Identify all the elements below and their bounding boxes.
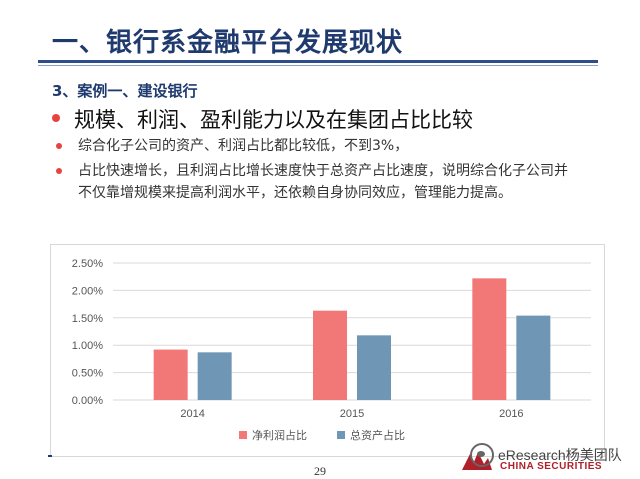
title-divider bbox=[38, 60, 598, 63]
bar-2015-0 bbox=[313, 310, 347, 400]
main-bullet: 规模、利润、盈利能力以及在集团占比比较 bbox=[52, 104, 473, 134]
y-tick-label: 2.50% bbox=[72, 258, 103, 270]
y-tick-label: 0.50% bbox=[72, 368, 103, 380]
main-bullet-text: 规模、利润、盈利能力以及在集团占比比较 bbox=[74, 108, 473, 132]
x-tick-label: 2016 bbox=[499, 408, 523, 420]
y-tick-label: 1.50% bbox=[72, 313, 103, 325]
watermark-text: eResearch杨美团队 bbox=[498, 447, 622, 463]
bullet-item: 占比快速增长，且利润占比增长速度快于总资产占比速度，说明综合化子公司并不仅靠增规… bbox=[56, 160, 578, 204]
slide-title: 一、银行系金融平台发展现状 bbox=[52, 28, 404, 58]
chart-frame: 0.00% 0.50% 1.00% 1.50% 2.00% 2.50% 2014 2015 20… bbox=[50, 244, 605, 457]
watermark: eResearch杨美团队 bbox=[470, 440, 622, 470]
bar-2015-1 bbox=[357, 335, 391, 400]
y-tick-label: 0.00% bbox=[72, 395, 103, 407]
bullet-text: 综合化子公司的资产、利润占比都比较低，不到3%， bbox=[78, 138, 409, 154]
title-bar bbox=[0, 0, 640, 60]
footer-mark bbox=[48, 455, 52, 457]
x-tick-label: 2015 bbox=[340, 408, 364, 420]
x-tick-label: 2014 bbox=[180, 408, 204, 420]
legend-swatch bbox=[239, 431, 247, 439]
y-tick-label: 2.00% bbox=[72, 285, 103, 297]
page-number: 29 bbox=[314, 464, 326, 478]
bullet-dot-icon bbox=[56, 143, 62, 149]
bullet-dot-icon bbox=[52, 114, 60, 122]
y-tick-label: 1.00% bbox=[72, 340, 103, 352]
bar-2014-0 bbox=[153, 349, 188, 400]
bar-chart: 0.00% 0.50% 1.00% 1.50% 2.00% 2.50% 2014 2015 20… bbox=[72, 258, 591, 442]
section-subtitle: 3、案例一、建设银行 bbox=[52, 82, 198, 100]
bullet-text: 占比快速增长，且利润占比增长速度快于总资产占比速度，说明综合化子公司并不仅靠增规… bbox=[78, 163, 568, 201]
bar-2016-0 bbox=[472, 278, 507, 400]
brand-name: CHINA SECURITIES bbox=[500, 461, 603, 472]
bar-2014-1 bbox=[197, 352, 232, 400]
bullet-item: 综合化子公司的资产、利润占比都比较低，不到3%， bbox=[56, 135, 578, 157]
wechat-icon bbox=[470, 443, 494, 467]
bar-2016-1 bbox=[516, 315, 551, 400]
bullet-dot-icon bbox=[56, 168, 62, 174]
legend-label: 总资产占比 bbox=[350, 428, 405, 442]
legend-swatch bbox=[337, 431, 345, 439]
title-divider-thin bbox=[38, 65, 598, 66]
legend-label: 净利润占比 bbox=[252, 428, 307, 442]
